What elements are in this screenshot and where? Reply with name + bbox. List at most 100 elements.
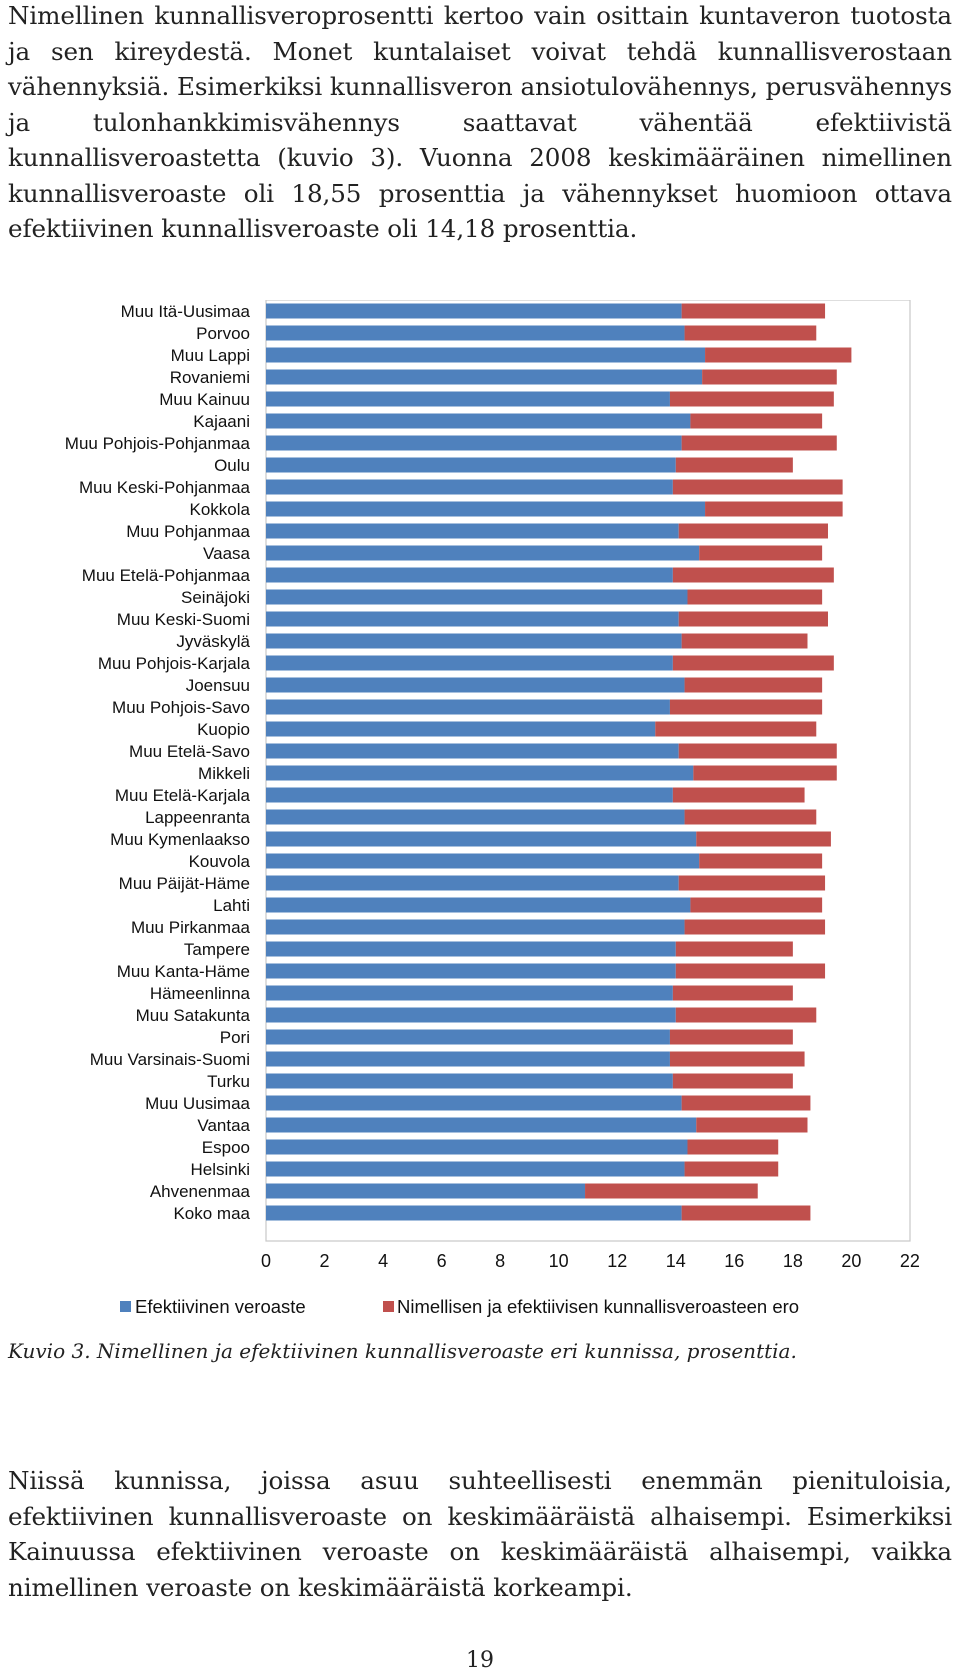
bar-difference — [669, 1051, 805, 1067]
bar-difference — [675, 1007, 817, 1023]
category-label: Helsinki — [190, 1160, 250, 1179]
category-label: Muu Pohjois-Savo — [112, 698, 250, 717]
category-label: Rovaniemi — [170, 368, 250, 387]
body-paragraph: Niissä kunnissa, joissa asuu suhteellise… — [8, 1466, 952, 1602]
bar-difference — [655, 721, 817, 737]
category-label: Mikkeli — [198, 764, 250, 783]
category-label: Muu Päijät-Häme — [119, 874, 250, 893]
bar-difference — [681, 303, 826, 319]
legend-swatch-difference — [383, 1301, 394, 1312]
bar-difference — [585, 1183, 758, 1199]
bar-difference — [675, 457, 793, 473]
bar-effective — [266, 545, 700, 561]
category-label: Koko maa — [173, 1204, 250, 1223]
bar-effective — [266, 919, 685, 935]
bar-difference — [684, 809, 817, 825]
bar-difference — [672, 655, 834, 671]
category-label: Muu Etelä-Savo — [129, 742, 250, 761]
x-tick-label: 22 — [900, 1251, 920, 1271]
bar-difference — [672, 1073, 793, 1089]
bar-effective — [266, 677, 685, 693]
bar-difference — [705, 347, 852, 363]
legend-label-difference: Nimellisen ja efektiivisen kunnallisvero… — [397, 1296, 799, 1317]
category-label: Lappeenranta — [145, 808, 250, 827]
category-label: Pori — [220, 1028, 250, 1047]
bar-effective — [266, 809, 685, 825]
category-label: Lahti — [213, 896, 250, 915]
bar-effective — [266, 1161, 685, 1177]
bar-difference — [672, 479, 843, 495]
x-tick-label: 4 — [378, 1251, 388, 1271]
bar-difference — [684, 677, 823, 693]
category-label: Muu Kymenlaakso — [110, 830, 250, 849]
bar-effective — [266, 655, 673, 671]
x-tick-label: 14 — [666, 1251, 686, 1271]
bar-effective — [266, 1007, 676, 1023]
category-label: Kajaani — [193, 412, 250, 431]
bar-difference — [684, 1161, 779, 1177]
category-label: Muu Itä-Uusimaa — [121, 302, 251, 321]
category-label: Muu Pohjanmaa — [126, 522, 250, 541]
x-tick-label: 18 — [783, 1251, 803, 1271]
category-label: Oulu — [214, 456, 250, 475]
bar-effective — [266, 1139, 688, 1155]
bar-effective — [266, 501, 706, 517]
bar-difference — [672, 567, 834, 583]
bar-difference — [696, 831, 831, 847]
bar-difference — [690, 897, 823, 913]
x-tick-label: 16 — [724, 1251, 744, 1271]
bar-difference — [699, 853, 823, 869]
x-tick-label: 8 — [495, 1251, 505, 1271]
bar-difference — [672, 985, 793, 1001]
bar-effective — [266, 721, 656, 737]
bar-effective — [266, 831, 697, 847]
bar-effective — [266, 413, 691, 429]
category-label: Muu Pirkanmaa — [131, 918, 251, 937]
category-label: Kokkola — [190, 500, 251, 519]
bar-effective — [266, 897, 691, 913]
category-label: Muu Satakunta — [136, 1006, 251, 1025]
bar-effective — [266, 435, 682, 451]
figure-caption: Kuvio 3. Nimellinen ja efektiivinen kunn… — [8, 1339, 797, 1363]
bar-effective — [266, 699, 670, 715]
x-tick-label: 10 — [549, 1251, 569, 1271]
bar-difference — [681, 1095, 811, 1111]
category-label: Hämeenlinna — [150, 984, 251, 1003]
category-label: Muu Lappi — [171, 346, 250, 365]
bar-difference — [678, 875, 826, 891]
bar-effective — [266, 1183, 586, 1199]
category-label: Muu Pohjois-Karjala — [98, 654, 251, 673]
bar-difference — [690, 413, 823, 429]
bar-effective — [266, 523, 679, 539]
x-axis-ticks: 0 2 4 6 8 10 12 14 16 18 20 22 — [261, 1251, 920, 1271]
category-label: Muu Pohjois-Pohjanmaa — [65, 434, 251, 453]
bar-difference — [678, 611, 828, 627]
page-number: 19 — [466, 1648, 494, 1673]
bar-effective — [266, 1095, 682, 1111]
bar-effective — [266, 787, 673, 803]
category-label: Muu Kanta-Häme — [117, 962, 250, 981]
category-label: Muu Keski-Pohjanmaa — [79, 478, 251, 497]
x-tick-label: 12 — [607, 1251, 627, 1271]
bar-effective — [266, 1029, 670, 1045]
intro-paragraph: Nimellinen kunnallisveroprosentti kertoo… — [8, 1, 952, 243]
bar-effective — [266, 1051, 670, 1067]
category-label: Vaasa — [203, 544, 250, 563]
category-label: Muu Uusimaa — [145, 1094, 250, 1113]
bar-difference — [681, 633, 808, 649]
bar-effective — [266, 589, 688, 605]
category-label: Muu Varsinais-Suomi — [90, 1050, 250, 1069]
bar-difference — [681, 435, 837, 451]
bar-difference — [669, 391, 834, 407]
category-label: Joensuu — [186, 676, 250, 695]
bar-effective — [266, 325, 685, 341]
tax-rate-chart: Muu Itä-Uusimaa Porvoo Muu Lappi Rovaniemi M… — [65, 300, 920, 1317]
category-label: Espoo — [202, 1138, 250, 1157]
category-label: Kouvola — [189, 852, 251, 871]
legend: Efektiivinen veroaste Nimellisen ja efek… — [120, 1296, 799, 1317]
bar-difference — [681, 1205, 811, 1221]
category-label: Vantaa — [197, 1116, 250, 1135]
x-tick-label: 20 — [841, 1251, 861, 1271]
bar-effective — [266, 1205, 682, 1221]
bar-effective — [266, 853, 700, 869]
